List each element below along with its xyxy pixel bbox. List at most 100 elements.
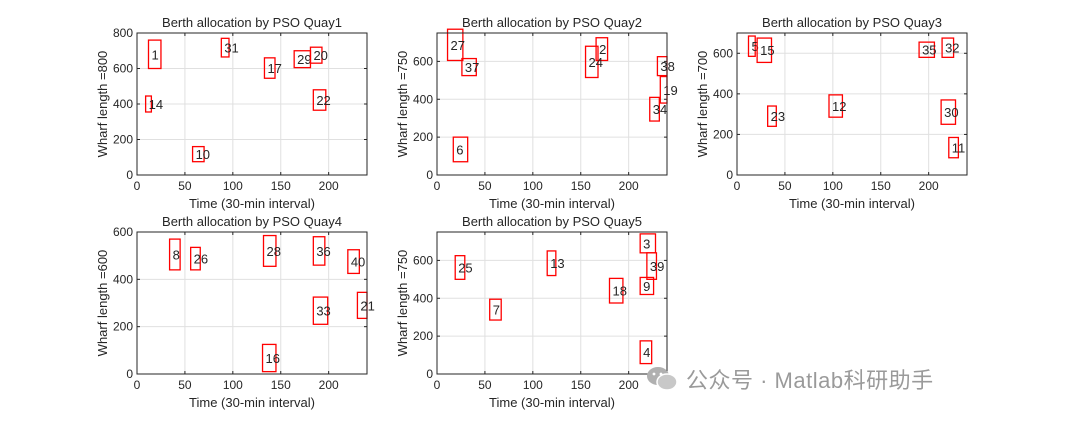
berth-box-9 [639, 276, 655, 296]
berth-label-29: 29 [297, 52, 311, 67]
chart-title: Berth allocation by PSO Quay5 [462, 214, 642, 229]
y-axis-label: Wharf length =800 [95, 51, 110, 158]
berth-label-4: 4 [643, 345, 650, 360]
y-tick-label: 0 [426, 168, 433, 182]
berth-label-1: 1 [152, 47, 159, 62]
berth-label-10: 10 [196, 147, 210, 162]
x-tick-label: 50 [778, 179, 792, 193]
berth-label-39: 39 [650, 259, 664, 274]
berth-box-14 [144, 95, 153, 113]
berth-box-2 [595, 37, 609, 62]
berth-label-21: 21 [360, 298, 374, 313]
x-tick-label: 150 [271, 378, 291, 392]
berth-label-7: 7 [493, 303, 500, 318]
plot-area [137, 232, 367, 374]
y-tick-label: 0 [126, 367, 133, 381]
y-tick-label: 600 [113, 225, 133, 239]
y-tick-label: 400 [413, 92, 433, 106]
x-tick-label: 0 [134, 378, 141, 392]
berth-box-1 [147, 39, 162, 70]
berth-label-32: 32 [945, 41, 959, 56]
chart-title: Berth allocation by PSO Quay3 [762, 15, 942, 30]
x-tick-label: 100 [523, 179, 543, 193]
berth-label-22: 22 [316, 93, 330, 108]
x-tick-label: 100 [823, 179, 843, 193]
berth-label-36: 36 [316, 244, 330, 259]
y-axis-label: Wharf length =750 [395, 250, 410, 357]
berth-label-30: 30 [944, 105, 958, 120]
berth-box-20 [309, 46, 323, 64]
chart-title: Berth allocation by PSO Quay4 [162, 214, 342, 229]
watermark-text: 公众号 · Matlab科研助手 [686, 368, 934, 393]
x-tick-label: 0 [434, 378, 441, 392]
x-tick-label: 0 [734, 179, 741, 193]
x-axis-label: Time (30-min interval) [189, 395, 315, 410]
berth-box-33 [312, 296, 329, 325]
axes-frame [436, 231, 668, 375]
y-tick-label: 200 [413, 130, 433, 144]
berth-box-25 [454, 255, 466, 280]
y-tick-label: 400 [113, 272, 133, 286]
x-axis-label: Time (30-min interval) [489, 395, 615, 410]
berth-label-12: 12 [832, 99, 846, 114]
berth-box-17 [263, 57, 276, 79]
plot-area [437, 33, 667, 175]
x-tick-label: 200 [619, 179, 639, 193]
y-tick-label: 0 [426, 367, 433, 381]
berth-label-19: 19 [663, 83, 677, 98]
berth-label-3: 3 [643, 236, 650, 251]
x-tick-label: 100 [523, 378, 543, 392]
berth-label-27: 27 [451, 38, 465, 53]
berth-box-12 [828, 94, 844, 118]
berth-label-14: 14 [149, 97, 163, 112]
berth-label-17: 17 [267, 61, 281, 76]
x-tick-label: 150 [571, 179, 591, 193]
y-tick-label: 600 [713, 46, 733, 60]
y-axis-label: Wharf length =600 [95, 250, 110, 357]
x-tick-label: 50 [178, 378, 192, 392]
x-tick-label: 150 [271, 179, 291, 193]
berth-label-35: 35 [922, 43, 936, 58]
berth-label-5: 5 [752, 39, 759, 54]
y-tick-label: 400 [113, 97, 133, 111]
y-tick-label: 200 [113, 320, 133, 334]
y-tick-label: 600 [113, 62, 133, 76]
x-tick-label: 0 [434, 179, 441, 193]
berth-box-5 [747, 35, 756, 57]
berth-label-15: 15 [760, 43, 774, 58]
berth-box-22 [312, 89, 327, 111]
x-tick-label: 200 [619, 378, 639, 392]
x-tick-label: 100 [223, 179, 243, 193]
berth-label-20: 20 [313, 48, 327, 63]
berth-label-38: 38 [660, 59, 674, 74]
x-tick-label: 150 [571, 378, 591, 392]
axes-frame [136, 231, 368, 375]
chart-title: Berth allocation by PSO Quay1 [162, 15, 342, 30]
berth-box-34 [649, 96, 660, 122]
axes-frame [436, 32, 668, 176]
berth-label-31: 31 [224, 41, 238, 56]
berth-box-27 [446, 28, 464, 62]
wechat-icon [647, 367, 678, 391]
watermark: 公众号 · Matlab科研助手 [646, 362, 934, 396]
plot-area [437, 232, 667, 374]
berth-box-32 [941, 37, 955, 58]
berth-label-23: 23 [771, 109, 785, 124]
x-tick-label: 200 [319, 179, 339, 193]
berth-label-34: 34 [653, 102, 667, 117]
axes-frame [736, 32, 968, 176]
y-tick-label: 400 [413, 291, 433, 305]
berth-box-26 [190, 246, 201, 271]
berth-label-37: 37 [465, 60, 479, 75]
y-tick-label: 400 [713, 87, 733, 101]
chart-quay3: 0 50 100 150 200 0 200 400 600 5 15 35 32 12 30 23 11 Ber… [695, 15, 968, 211]
berth-box-15 [756, 37, 773, 64]
berth-box-24 [584, 45, 599, 79]
berth-label-9: 9 [643, 279, 650, 294]
berth-label-11: 11 [952, 141, 966, 156]
y-axis-label: Wharf length =750 [395, 51, 410, 158]
y-tick-label: 600 [413, 54, 433, 68]
chart-title: Berth allocation by PSO Quay2 [462, 15, 642, 30]
